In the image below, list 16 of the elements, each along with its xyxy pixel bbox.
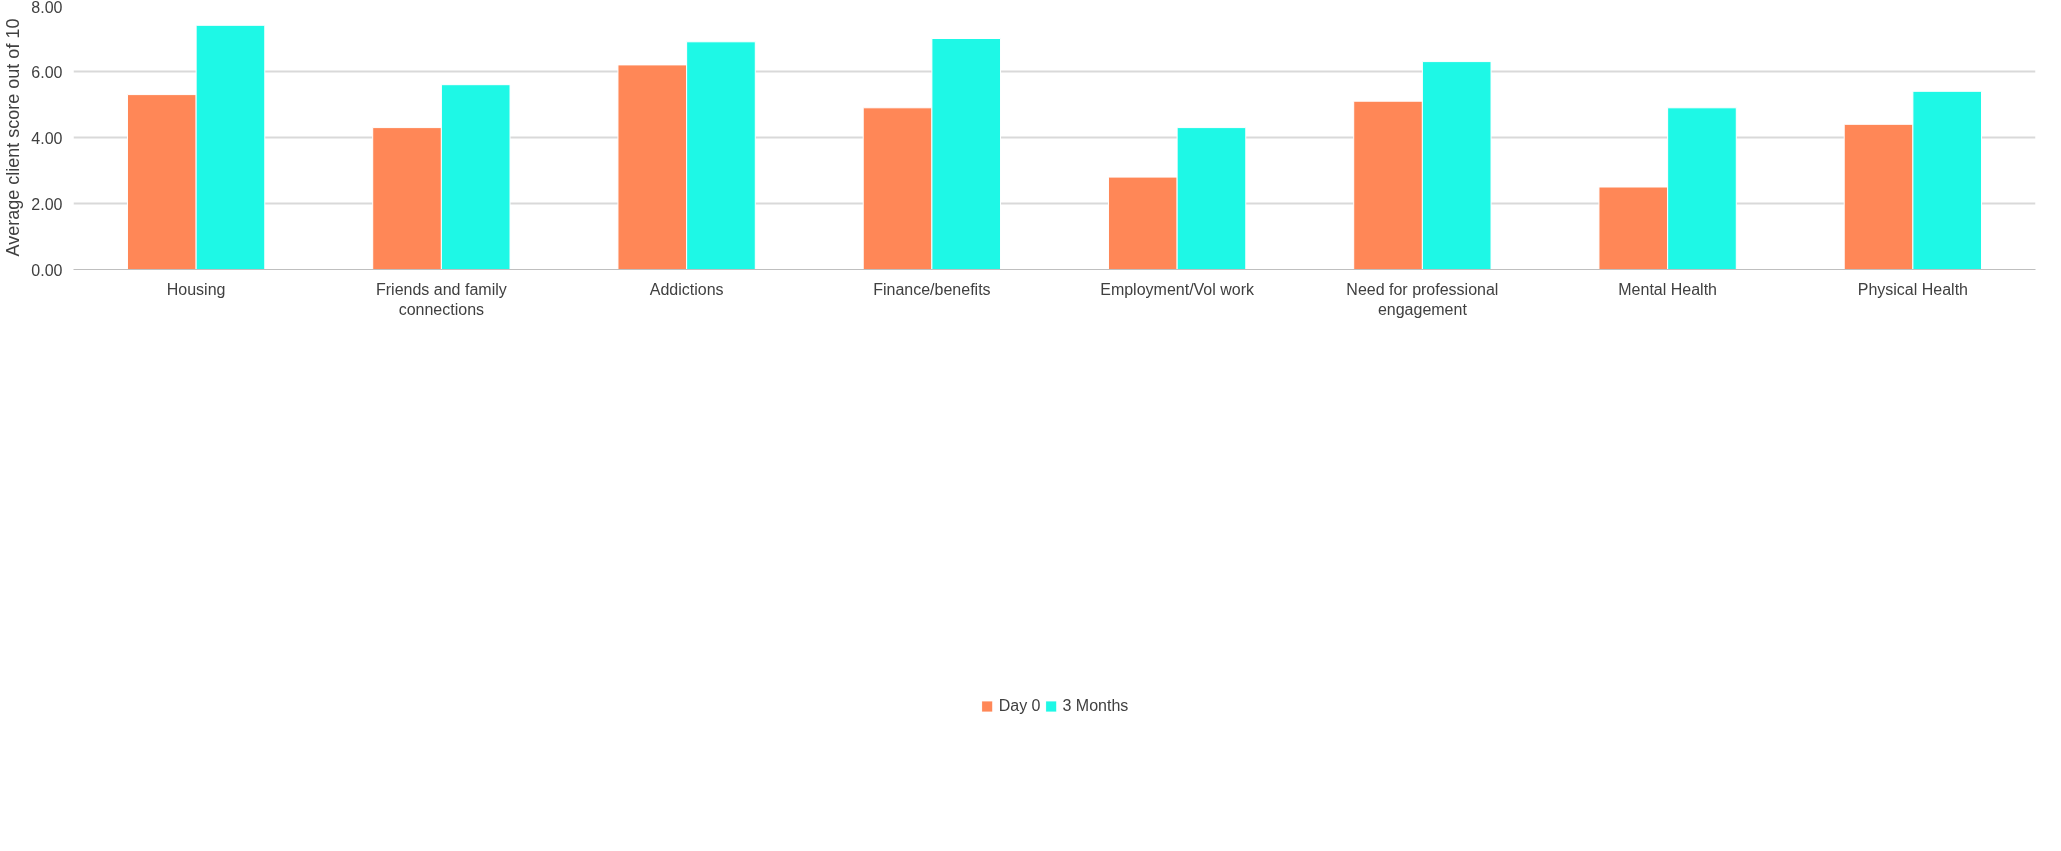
legend-label: Day 0 [998,696,1041,715]
x-tick-label: Employment/Vol work [1100,280,1256,298]
x-tick-label: Friends and family connections [376,280,507,318]
x-tick-label: Physical Health [1857,280,1969,298]
y-tick-label: 2.00 [31,195,63,213]
y-tick-label: 8.00 [31,0,63,16]
y-tick-label: 4.00 [31,129,63,147]
y-tick-label: 0.00 [31,261,63,279]
y-axis-title: Average client score out of 10 [3,18,24,257]
x-tick-label: Addictions [649,280,724,298]
x-tick-label: Housing [166,280,226,298]
x-tick-label: Mental Health [1618,280,1717,298]
legend-label: 3 Months [1062,696,1129,715]
x-tick-label: Need for professional engagement [1346,280,1499,318]
y-tick-label: 6.00 [31,63,63,81]
x-tick-label: Finance/benefits [873,280,991,298]
